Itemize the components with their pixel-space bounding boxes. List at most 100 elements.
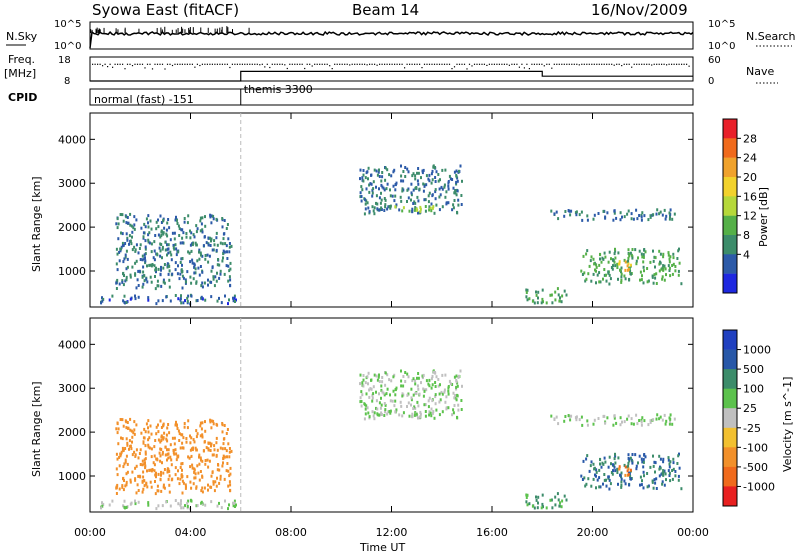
velocity-echo-cell [537, 501, 539, 505]
velocity-echo-cell [174, 423, 177, 427]
nave-point [164, 68, 166, 70]
nave-point [99, 63, 101, 65]
power-echo-cell [142, 270, 145, 274]
velocity-echo-cell [594, 473, 596, 477]
power-echo-cell [134, 294, 136, 298]
power-echo-cell [416, 179, 419, 183]
power-echo-cell [153, 264, 156, 268]
power-echo-cell [368, 210, 371, 214]
velocity-echo-cell [207, 483, 209, 487]
power-echo-cell [132, 226, 135, 230]
power-echo-cell [455, 193, 458, 197]
nave-point [598, 63, 600, 65]
power-echo-cell [160, 268, 162, 272]
velocity-echo-cell [455, 385, 458, 389]
power-echo-cell [213, 243, 216, 247]
velocity-echo-cell [635, 413, 638, 417]
velocity-echo-cell [384, 371, 387, 375]
power-echo-cell [199, 229, 202, 233]
nave-point [117, 63, 119, 65]
nave-point [321, 63, 323, 65]
velocity-echo-cell [222, 437, 225, 441]
power-echo-cell [131, 265, 134, 269]
power-echo-cell [414, 206, 417, 210]
nave-point [254, 63, 256, 65]
power-echo-cell [162, 266, 165, 270]
power-echo-cell [160, 243, 163, 246]
nave-point [186, 63, 188, 65]
velocity-echo-cell [190, 486, 193, 490]
velocity-echo-cell [174, 448, 177, 452]
velocity-echo-cell [655, 487, 658, 490]
velocity-echo-cell [407, 401, 410, 405]
power-echo-cell [380, 183, 383, 187]
velocity-echo-cell [228, 503, 230, 507]
velocity-echo-cell [233, 501, 236, 505]
y-tick-label: 3000 [58, 382, 86, 395]
power-echo-cell [187, 294, 190, 298]
power-echo-cell [230, 244, 233, 248]
velocity-echo-cell [219, 446, 222, 450]
velocity-echo-cell [621, 420, 623, 424]
nave-point [481, 63, 483, 65]
velocity-echo-cell [448, 379, 451, 383]
velocity-echo-cell [364, 412, 367, 416]
nave-point [436, 63, 438, 65]
nave-point [668, 63, 670, 65]
freq-right-tick-top: 60 [708, 55, 721, 66]
velocity-echo-cell [156, 484, 159, 488]
nave-point [234, 63, 236, 65]
power-echo-cell [174, 243, 177, 247]
power-echo-cell [144, 245, 147, 249]
nave-point [608, 63, 610, 65]
power-echo-cell [373, 206, 376, 210]
nave-point [339, 63, 341, 65]
velocity-echo-cell [627, 414, 630, 418]
nave-point [324, 63, 326, 65]
velocity-echo-cell [216, 476, 218, 480]
power-echo-cell [362, 179, 365, 183]
power-echo-cell [441, 168, 444, 172]
power-echo-cell [456, 211, 459, 215]
velocity-echo-cell [160, 439, 163, 442]
nave-point [379, 63, 381, 65]
colorbar-tick-label: -500 [743, 461, 768, 474]
velocity-echo-cell [153, 463, 156, 467]
velocity-echo-cell [142, 436, 145, 440]
power-echo-cell [376, 173, 379, 177]
velocity-echo-cell [391, 399, 394, 403]
power-echo-cell [412, 188, 415, 192]
power-echo-cell [150, 227, 153, 231]
time-axis: 00:00 04:00 08:00 12:00 16:00 20:00 00:00 [74, 113, 709, 539]
power-echo-cell [416, 195, 419, 199]
power-echo-cell [143, 279, 146, 283]
nave-point [676, 63, 678, 65]
velocity-echo-cell [128, 447, 130, 451]
velocity-echo-cell [414, 411, 417, 415]
velocity-echo-cell [163, 431, 166, 435]
velocity-echo-cell [209, 418, 212, 422]
power-echo-cell [554, 298, 557, 302]
power-echo-cell [545, 301, 548, 305]
power-echo-cell [608, 282, 611, 286]
nave-point [528, 68, 530, 70]
power-echo-cell [402, 206, 405, 210]
velocity-echo-cell [674, 470, 677, 473]
velocity-echo-cell [149, 480, 152, 484]
power-echo-cell [167, 218, 170, 221]
power-echo-cell [196, 227, 199, 231]
velocity-echo-cell [559, 501, 561, 505]
colorbar-swatch [723, 408, 737, 429]
power-echo-cell [232, 299, 235, 303]
velocity-echo-cell [414, 391, 417, 395]
power-echo-cell [673, 212, 676, 216]
power-echo-cell [603, 268, 606, 271]
power-echo-cell [620, 275, 623, 279]
power-echo-cell [652, 281, 655, 285]
nave-label: Nave [746, 65, 774, 78]
velocity-echo-cell [147, 503, 150, 507]
nave-point [271, 63, 273, 65]
velocity-echo-cell [658, 474, 661, 478]
power-echo-cell [187, 250, 190, 254]
power-echo-cell [181, 286, 184, 290]
